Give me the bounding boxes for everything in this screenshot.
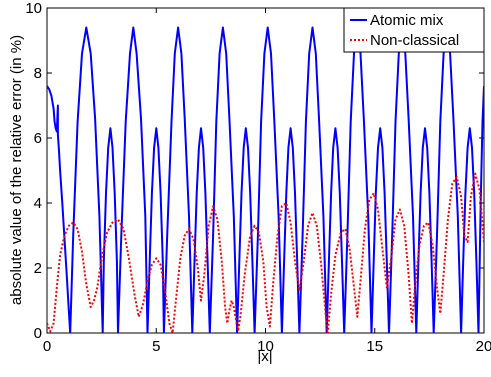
x-tick-label: 10 [257, 338, 274, 355]
y-tick-label: 8 [34, 65, 42, 82]
legend-label-atomic-mix: Atomic mix [370, 12, 444, 29]
series-line-atomic-mix [47, 26, 484, 333]
series-lines [47, 26, 484, 333]
x-tick-label: 0 [43, 338, 51, 355]
axis-ticks: 0 5 10 15 20 0 2 4 6 8 10 [25, 0, 491, 355]
y-axis-label: absolute value of the relative error (in… [8, 35, 25, 305]
x-tick-label: 15 [366, 338, 383, 355]
series-line-non-classical [47, 172, 484, 333]
legend-label-non-classical: Non-classical [370, 32, 459, 49]
x-tick-label: 20 [476, 338, 491, 355]
y-tick-label: 6 [34, 130, 42, 147]
y-tick-label: 2 [34, 260, 42, 277]
x-axis-label: |x| [257, 348, 272, 365]
legend-box [343, 7, 485, 53]
y-tick-label: 4 [34, 195, 42, 212]
legend: Atomic mix Non-classical [343, 7, 485, 53]
y-tick-label: 10 [25, 0, 42, 17]
y-tick-label: 0 [34, 325, 42, 342]
x-tick-label: 5 [152, 338, 160, 355]
